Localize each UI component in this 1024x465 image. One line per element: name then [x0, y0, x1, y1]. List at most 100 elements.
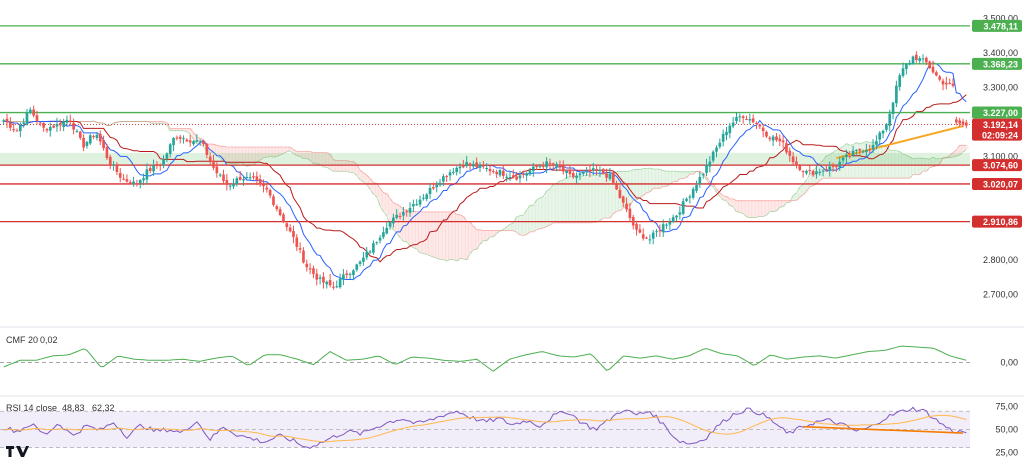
candle — [951, 78, 955, 88]
candle — [545, 157, 548, 174]
candle — [885, 122, 888, 133]
candle-body — [931, 66, 935, 73]
candle — [122, 174, 125, 181]
candle-body — [835, 166, 838, 168]
candle-body — [825, 169, 828, 171]
candle-body — [695, 185, 698, 191]
cloud-segment — [361, 172, 366, 183]
cloud-segment — [598, 174, 603, 221]
cloud-segment — [954, 149, 959, 157]
cloud-segment — [611, 172, 616, 214]
cloud-segment — [514, 216, 519, 233]
cloud-segment — [511, 222, 516, 231]
candle-body — [305, 263, 309, 268]
cloud-segment — [411, 211, 416, 248]
cloud-segment — [711, 184, 716, 187]
candle — [2, 118, 5, 125]
candle-body — [312, 268, 315, 274]
candle-body — [315, 273, 319, 280]
level-tag-text: 2.910,86 — [983, 217, 1018, 227]
candle — [521, 171, 525, 179]
cloud-span-a — [3, 120, 967, 262]
candle — [325, 280, 329, 289]
cloud-segment — [128, 121, 133, 122]
candle — [738, 113, 742, 123]
cloud-segment — [425, 211, 429, 255]
candle-body — [821, 170, 825, 172]
cloud-segment — [458, 214, 463, 259]
candle-body — [858, 149, 862, 151]
candle — [861, 149, 865, 154]
cloud-segment — [405, 209, 409, 242]
candle — [638, 224, 642, 234]
candle — [681, 197, 685, 216]
candle-body — [578, 173, 582, 176]
candle — [645, 236, 648, 240]
candle — [958, 117, 962, 127]
candle — [518, 170, 522, 184]
candle — [365, 246, 369, 261]
candle-body — [202, 140, 205, 145]
candle-body — [548, 162, 552, 164]
candle — [255, 171, 259, 186]
candle-body — [198, 141, 202, 143]
cloud-segment — [888, 150, 892, 179]
cloud-segment — [121, 121, 126, 122]
candle — [575, 172, 578, 184]
cloud-segment — [475, 229, 479, 250]
cloud-segment — [548, 188, 553, 225]
candle — [915, 51, 918, 63]
candle — [598, 166, 602, 177]
cloud-segment — [135, 121, 140, 122]
candle — [628, 202, 632, 222]
candle-body — [408, 207, 412, 213]
cloud-segment — [468, 222, 473, 254]
candle-body — [868, 149, 872, 151]
cloud-segment — [891, 150, 896, 179]
candle-body — [628, 208, 632, 219]
cloud-segment — [628, 170, 633, 206]
candle-body — [205, 144, 209, 155]
candle-body — [751, 118, 755, 123]
candle-body — [152, 165, 155, 172]
candle-body — [182, 138, 185, 140]
candle-body — [278, 209, 282, 216]
candle-body — [685, 198, 688, 201]
cloud-segment — [125, 121, 130, 122]
cloud-segment — [111, 123, 116, 124]
candle-body — [448, 172, 452, 176]
candle-body — [585, 170, 588, 172]
cloud-segment — [385, 193, 389, 216]
candle-body — [525, 173, 528, 176]
candle-body — [805, 170, 808, 174]
candle-body — [801, 171, 805, 173]
cloud-segment — [351, 161, 356, 173]
candle-body — [575, 175, 578, 178]
candle-body — [828, 166, 832, 171]
cloud-segment — [138, 121, 143, 122]
candle-body — [28, 109, 32, 113]
candle-body — [791, 156, 795, 163]
cloud-segment — [488, 230, 493, 238]
candle-body — [258, 179, 262, 183]
cloud-segment — [874, 143, 879, 179]
cloud-segment — [518, 215, 523, 235]
candle — [718, 138, 722, 149]
candle — [362, 251, 365, 266]
candle — [25, 108, 29, 126]
candle — [82, 134, 85, 152]
candle — [715, 145, 718, 158]
cloud-segment — [498, 230, 503, 232]
candle — [45, 127, 49, 133]
cloud-segment — [145, 121, 150, 122]
candle-body — [12, 129, 15, 131]
cloud-segment — [288, 147, 293, 151]
candle — [192, 140, 195, 146]
candle — [245, 172, 249, 180]
candle-body — [865, 149, 868, 153]
candle-body — [65, 119, 69, 123]
cloud-segment — [238, 147, 243, 163]
cloud-segment — [801, 184, 806, 195]
cloud-segment — [741, 200, 746, 214]
